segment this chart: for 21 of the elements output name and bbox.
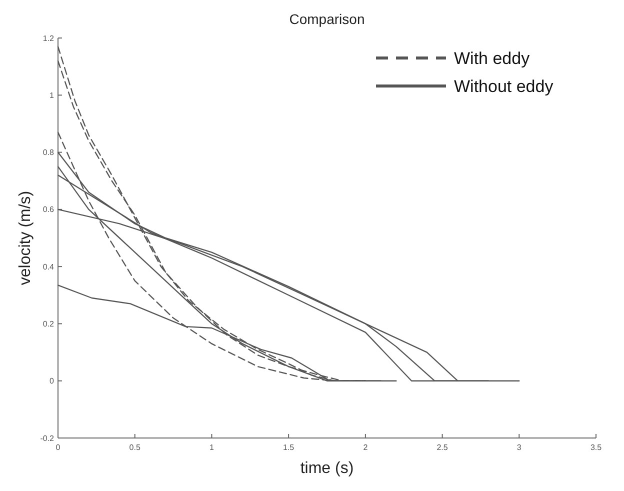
x-tick-label: 0 (56, 443, 61, 452)
y-tick-label: 0.8 (42, 148, 55, 158)
legend-label: Without eddy (454, 76, 554, 96)
x-tick-label: 2 (363, 443, 368, 452)
y-tick-label: 0 (50, 376, 55, 386)
x-tick-label: 3 (516, 443, 522, 452)
x-tick-label: 3.5 (590, 443, 602, 452)
y-tick-label: -0.2 (40, 434, 55, 443)
x-tick-label: 0.5 (129, 443, 141, 452)
y-tick-label: 0.6 (42, 205, 55, 214)
x-tick-label: 1.5 (283, 443, 295, 452)
y-tick-label: 1 (50, 90, 55, 100)
y-tick-label: 0.4 (42, 262, 55, 272)
y-axis-title: velocity (m/s) (17, 190, 34, 286)
x-tick-label: 2.5 (436, 443, 448, 452)
y-tick-label: 0.2 (42, 320, 55, 329)
chart-title: Comparison (289, 11, 365, 27)
x-axis-title: time (s) (300, 460, 354, 477)
x-tick-label: 1 (209, 443, 214, 452)
legend-label: With eddy (454, 48, 530, 68)
y-tick-label: 1.2 (42, 34, 55, 43)
